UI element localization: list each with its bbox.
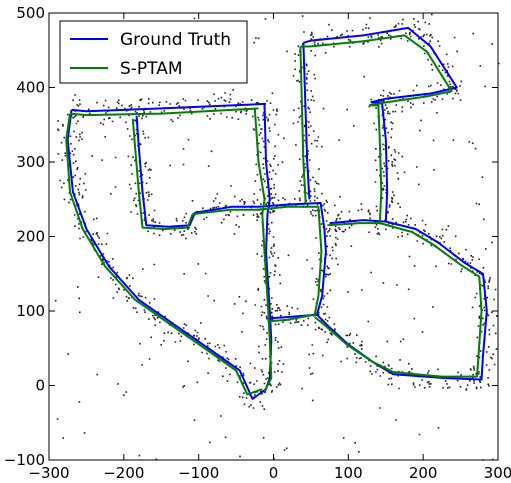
series-line-ground-truth-2 (135, 115, 327, 320)
legend-label-s-ptam: S-PTAM (120, 59, 183, 79)
x-tick-label: 200 (409, 464, 438, 482)
x-tick-label: 100 (334, 464, 363, 482)
series-line-s-ptam-5 (300, 34, 453, 107)
series-line-s-ptam-7 (314, 222, 483, 378)
legend-label-ground-truth: Ground Truth (120, 30, 231, 50)
series-line-s-ptam-6 (327, 104, 383, 227)
x-tick-label: 0 (269, 464, 279, 482)
x-tick-label: −200 (103, 464, 144, 482)
series-line-ground-truth-1 (66, 109, 267, 400)
axis-ticks: −300 −200 −100 0 100 200 300 −100 0 100 200 300 400 5… (4, 4, 511, 482)
y-tick-label: 100 (16, 302, 45, 320)
legend-box (59, 20, 248, 84)
x-tick-label: −300 (28, 464, 69, 482)
series-line-s-ptam-3 (253, 108, 273, 392)
trajectory-lines-layer (65, 26, 488, 400)
series-line-ground-truth-0 (71, 102, 267, 113)
y-tick-label: −100 (4, 451, 45, 469)
series-line-ground-truth-5 (303, 26, 458, 104)
series-line-s-ptam-0 (69, 107, 259, 117)
x-tick-label: −100 (178, 464, 219, 482)
series-line-ground-truth-7 (316, 220, 488, 381)
legend: Ground Truth S-PTAM (59, 20, 248, 84)
series-line-s-ptam-2 (131, 118, 323, 323)
series-line-s-ptam-4 (299, 46, 307, 204)
y-tick-label: 300 (16, 153, 45, 171)
series-line-ground-truth-4 (302, 42, 311, 200)
y-tick-label: 500 (16, 4, 45, 22)
y-tick-label: 200 (16, 228, 45, 246)
series-line-s-ptam-1 (65, 113, 263, 396)
x-tick-label: 300 (484, 464, 511, 482)
y-tick-label: 0 (35, 377, 45, 395)
y-tick-label: 400 (16, 79, 45, 97)
